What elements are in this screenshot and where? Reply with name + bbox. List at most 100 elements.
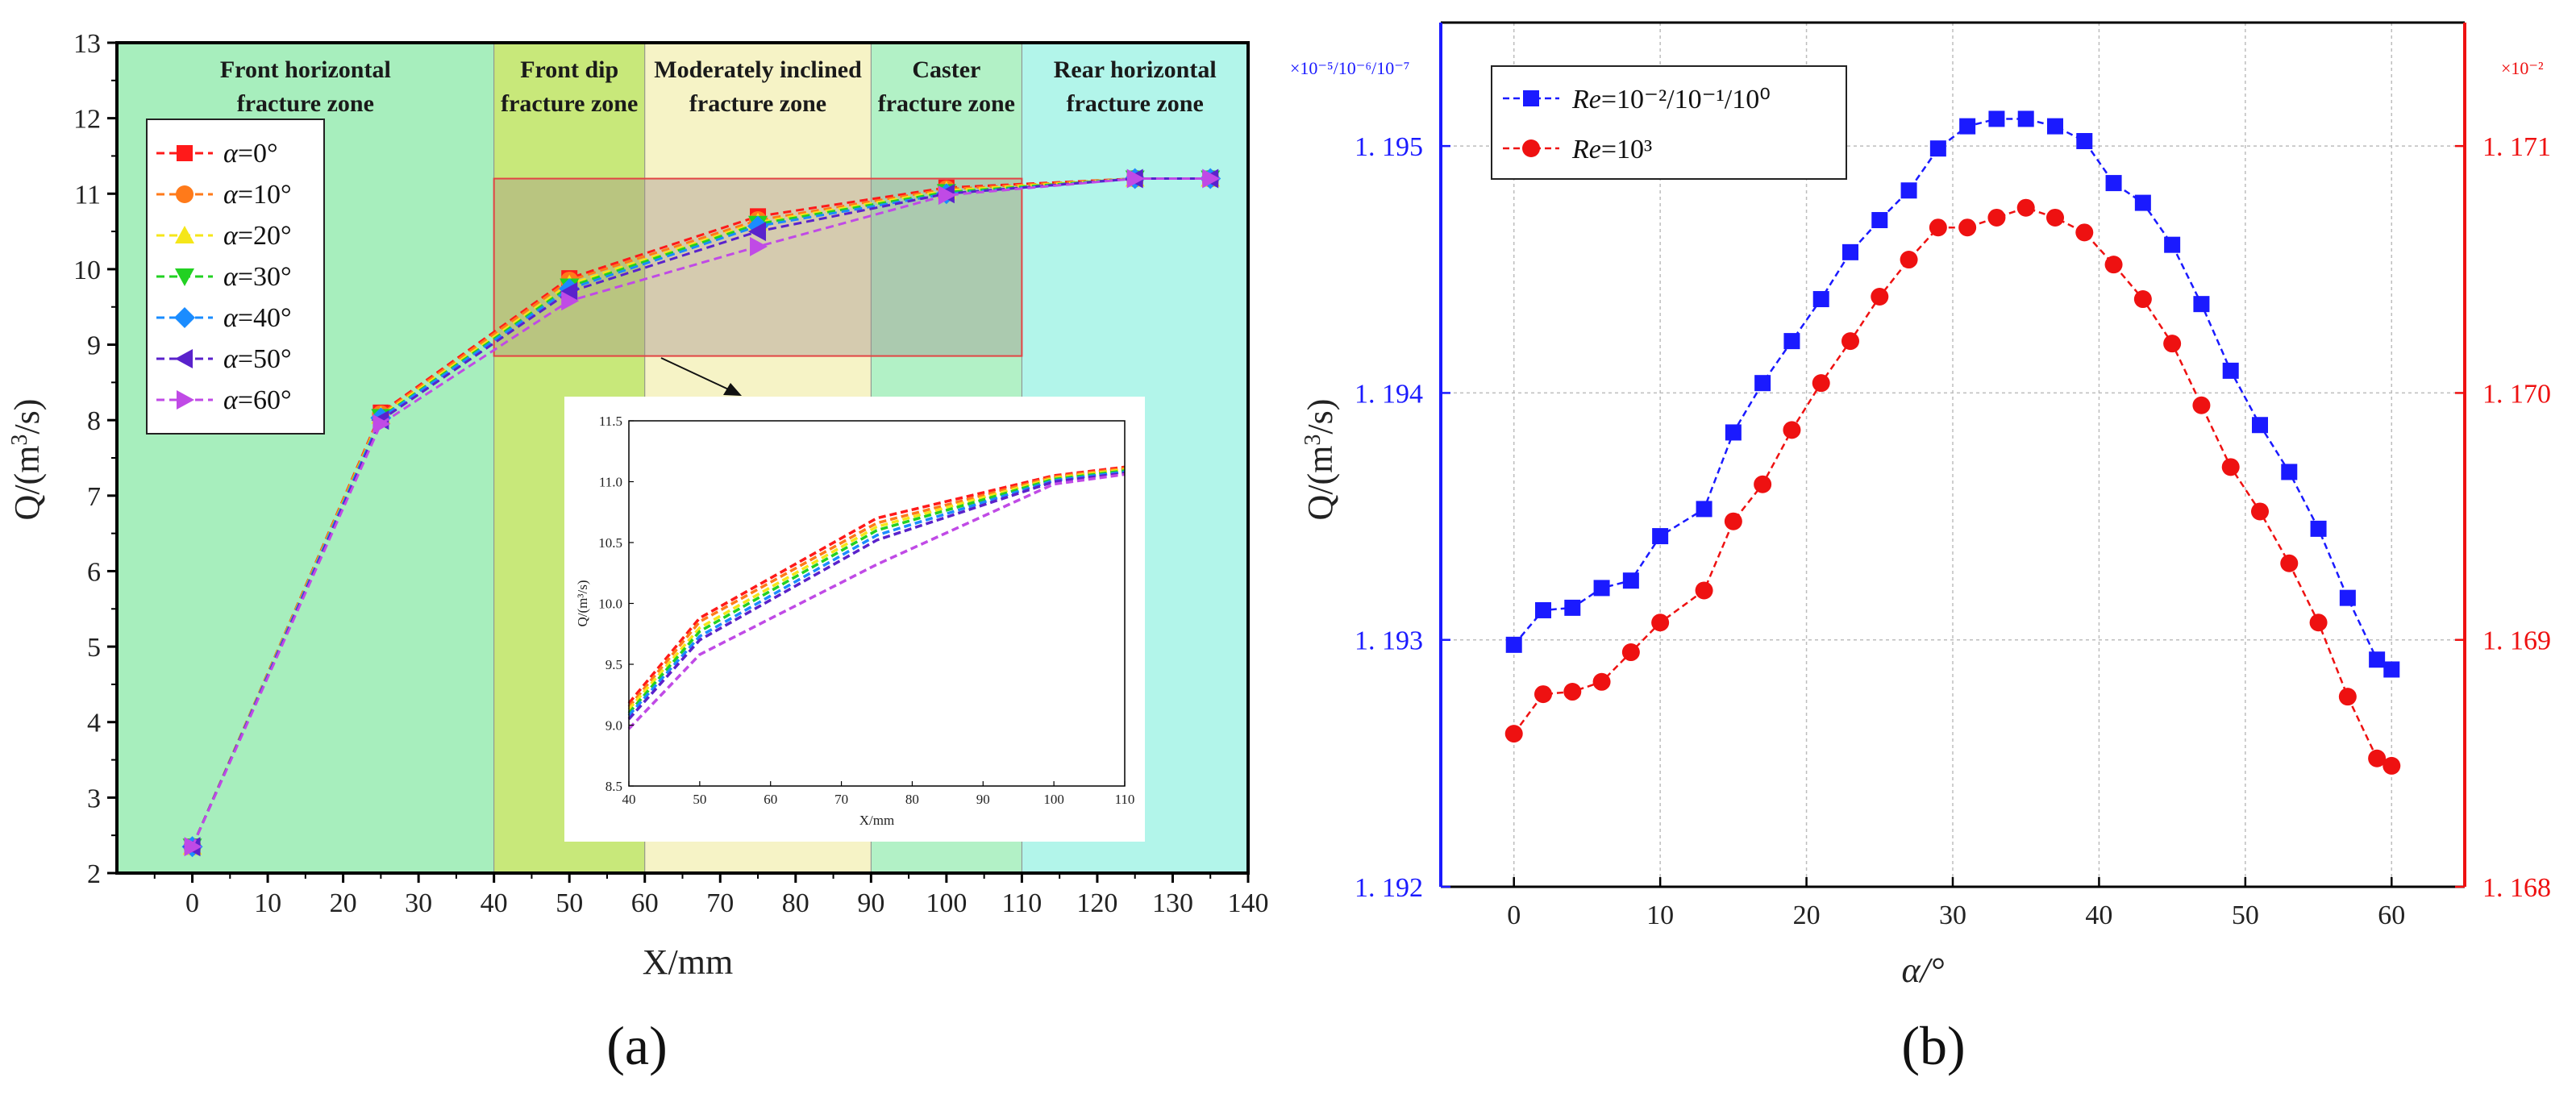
left-y-tick-label: 1. 195 xyxy=(1355,132,1423,162)
inset-x-title: X/mm xyxy=(859,813,894,828)
zone-label-line2: fracture zone xyxy=(501,90,638,117)
series-group-b xyxy=(1504,110,2401,775)
legend-entry: α=30° xyxy=(156,262,292,292)
panel-b: 0 10 20 30 40 50 60 1. 192 1. 193 1. 194 1. 195 1. … xyxy=(1290,21,2551,1076)
data-point xyxy=(2105,175,2122,192)
inset-y-tick-label: 11.5 xyxy=(599,414,622,429)
y-tick-label: 10 xyxy=(73,256,101,285)
legend-entry: α=50° xyxy=(156,344,292,374)
y-tick-label: 2 xyxy=(87,859,101,889)
zone-label-line2: fracture zone xyxy=(1067,90,1204,117)
series-line xyxy=(1505,110,2400,678)
inset-series-line xyxy=(627,472,1126,721)
left-y-tick-label: 1. 192 xyxy=(1355,873,1423,903)
y-tick-label: 6 xyxy=(87,557,101,587)
x-tick-label: 100 xyxy=(926,888,967,918)
panel-label-b: (b) xyxy=(1901,1015,1965,1076)
inset-y-tick-label: 10.5 xyxy=(598,535,622,551)
panel-label-a: (a) xyxy=(606,1015,667,1076)
data-point xyxy=(1622,572,1639,589)
data-point xyxy=(2252,417,2268,434)
legend-box xyxy=(1491,65,1847,180)
legend-b: Re=10⁻²/10⁻¹/10⁰ Re=10³ xyxy=(1491,65,1847,180)
series-path xyxy=(1513,118,2392,671)
data-point xyxy=(1871,212,1888,229)
x-tick-label: 80 xyxy=(782,888,809,918)
right-y-tick-label: 1. 170 xyxy=(2482,379,2551,409)
data-point xyxy=(2281,464,2298,480)
legend-entry: α=10° xyxy=(156,180,292,210)
inset-x-tick-label: 80 xyxy=(905,792,919,807)
legend-marker xyxy=(1522,139,1540,157)
data-point xyxy=(938,185,956,206)
legend-label: Re=10⁻²/10⁻¹/10⁰ xyxy=(1571,85,1771,114)
x-tick-label: 20 xyxy=(1793,900,1821,930)
zone-label-line1: Moderately inclined xyxy=(654,56,862,83)
data-point xyxy=(2192,396,2211,414)
y-tick-label: 7 xyxy=(87,482,101,512)
x-tick-label: 40 xyxy=(481,888,508,918)
data-point xyxy=(2193,296,2210,313)
y-tick-label: 12 xyxy=(73,105,101,135)
data-point xyxy=(1535,601,1551,618)
data-point xyxy=(2046,208,2064,227)
data-point xyxy=(1504,725,1523,743)
data-point xyxy=(2383,661,2400,678)
legend-label: α=30° xyxy=(223,262,292,292)
y-tick-label: 9 xyxy=(87,331,101,361)
data-point xyxy=(1754,475,1772,493)
data-point xyxy=(1988,110,2005,127)
series-group xyxy=(181,168,1221,858)
x-tick-label: 0 xyxy=(185,888,199,918)
x-tick-label: 30 xyxy=(1939,900,1966,930)
legend-label: α=20° xyxy=(223,221,292,251)
x-axis-title-b: α/° xyxy=(1902,950,1945,990)
data-point xyxy=(1724,512,1742,530)
highlight-rect xyxy=(493,177,1023,357)
x-tick-label: 20 xyxy=(330,888,357,918)
data-point xyxy=(2075,223,2094,242)
x-tick-label: 60 xyxy=(2378,900,2405,930)
data-point xyxy=(1783,421,1801,439)
x-tick-label: 50 xyxy=(2232,900,2259,930)
data-point xyxy=(560,282,578,302)
legend-entry: α=0° xyxy=(156,139,278,168)
y-tick-label: 3 xyxy=(87,784,101,813)
data-point xyxy=(1593,580,1610,597)
axes-b: 0 10 20 30 40 50 60 1. 192 1. 193 1. 194 1. 195 1. … xyxy=(1355,21,2551,930)
zoom-arrow xyxy=(660,357,735,393)
inset-y-tick-label: 8.5 xyxy=(606,779,622,794)
y-tick-label: 13 xyxy=(73,29,101,59)
inset-x-tick-label: 90 xyxy=(976,792,990,807)
zone-label-line2: fracture zone xyxy=(689,90,826,117)
data-point xyxy=(1505,636,1522,653)
data-point xyxy=(1783,333,1800,350)
data-point xyxy=(561,291,580,311)
x-tick-label: 140 xyxy=(1228,888,1269,918)
data-point xyxy=(2309,613,2328,632)
x-tick-label: 130 xyxy=(1152,888,1193,918)
data-point xyxy=(2368,749,2387,767)
left-y-tick-label: 1. 193 xyxy=(1355,626,1423,656)
inset-x-tick-label: 70 xyxy=(834,792,848,807)
data-point xyxy=(1900,182,1917,199)
data-point xyxy=(1202,168,1221,189)
data-point xyxy=(2047,118,2063,135)
data-point xyxy=(2382,756,2401,775)
data-point xyxy=(2016,198,2035,217)
data-point xyxy=(2163,335,2182,353)
data-point xyxy=(2076,133,2093,150)
data-point xyxy=(748,222,767,242)
data-point xyxy=(1534,685,1552,704)
inset-x-tick-label: 60 xyxy=(764,792,777,807)
data-point xyxy=(1696,501,1712,518)
data-point xyxy=(1812,291,1829,308)
series-line xyxy=(1504,198,2401,775)
legend-label: α=10° xyxy=(223,180,292,210)
panel-a: Front horizontal fracture zone Front dip fr… xyxy=(7,29,1269,1076)
zone-label-line2: fracture zone xyxy=(237,90,374,117)
data-point xyxy=(2222,362,2239,379)
data-point xyxy=(2134,194,2151,211)
legend-marker xyxy=(175,268,194,286)
